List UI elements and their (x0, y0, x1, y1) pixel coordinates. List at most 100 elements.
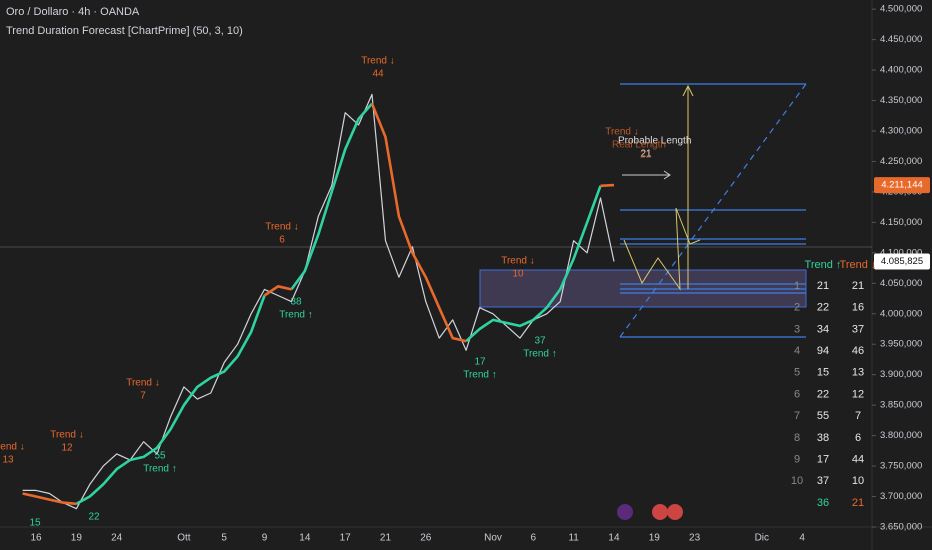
y-tick-label: 4.150,000 (880, 217, 922, 228)
trend-count: 6 (279, 235, 285, 246)
y-tick-label: 4.500,000 (880, 4, 922, 15)
real-trend: Trend ↓ (605, 127, 639, 138)
x-tick-label: 11 (568, 533, 579, 544)
table-cell: 6 (855, 432, 861, 444)
x-tick-label: 23 (689, 533, 701, 544)
x-tick-label: Ott (177, 533, 191, 544)
x-tick-label: 17 (340, 533, 352, 544)
price-label: 4.085,825 (881, 256, 923, 267)
trend-annotation: Trend ↑ (523, 349, 557, 360)
y-tick-label: 4.000,000 (880, 308, 922, 319)
trend-line (22, 103, 615, 506)
x-tick-label: Dic (755, 533, 769, 544)
real-count: 21 (640, 150, 652, 161)
y-tick-label: 3.700,000 (880, 491, 922, 502)
trend-count: 17 (474, 357, 486, 368)
price-box (874, 177, 930, 194)
table-cell: 44 (852, 454, 864, 466)
table-cell: 94 (817, 345, 829, 357)
table-cell: 3 (794, 323, 800, 335)
trend-annotation: Trend ↑ (143, 464, 177, 475)
table-cell: 37 (852, 323, 864, 335)
trend-annotation: Trend ↓ (361, 56, 395, 67)
trend-line (75, 102, 602, 505)
y-tick-label: 4.050,000 (880, 278, 922, 289)
forecast-levels (619, 83, 807, 338)
trend-annotation: Trend ↓ (265, 222, 299, 233)
trend-count: 44 (372, 69, 384, 80)
table-cell: 6 (794, 388, 800, 400)
trend-annotation: Trend ↑ (463, 370, 497, 381)
y-tick-label: 4.450,000 (880, 34, 922, 45)
x-tick-label: 9 (262, 533, 268, 544)
x-tick-label: 16 (30, 533, 42, 544)
trend-count: 55 (154, 451, 166, 462)
table-cell: 4 (794, 345, 800, 357)
table-cell: 10 (791, 475, 803, 487)
plot-area (0, 83, 872, 510)
y-tick-label: 3.800,000 (880, 430, 922, 441)
y-tick-label: 4.350,000 (880, 95, 922, 106)
y-tick-label: 3.900,000 (880, 369, 922, 380)
table-header: Trend ↓ (840, 259, 877, 271)
trend-count: 38 (290, 297, 302, 308)
x-tick-label: Nov (484, 533, 502, 544)
forecast-path (623, 84, 701, 291)
price-box (874, 253, 930, 270)
table-cell: 2 (794, 302, 800, 314)
x-tick-label: 14 (608, 533, 620, 544)
table-cell: 15 (817, 367, 829, 379)
y-tick-label: 3.650,000 (880, 522, 922, 533)
table-cell: 21 (817, 280, 829, 292)
length-arrow (622, 170, 671, 180)
trend-count: 10 (512, 269, 524, 280)
table-cell: 7 (794, 410, 800, 422)
table-cell: 46 (852, 345, 864, 357)
table-cell: 8 (794, 432, 800, 444)
trend-count: 15 (29, 518, 41, 529)
x-tick-label: 21 (380, 533, 392, 544)
indicator-title: Trend Duration Forecast [ChartPrime] (50… (6, 25, 243, 37)
x-tick-label: 6 (531, 533, 537, 544)
x-tick-label: 4 (799, 533, 805, 544)
y-tick-label: 3.850,000 (880, 400, 922, 411)
trend-count: 13 (2, 455, 14, 466)
table-cell: 38 (817, 432, 829, 444)
real-label: Real Length (612, 140, 666, 151)
table-cell: 17 (817, 454, 829, 466)
price-line (22, 93, 615, 510)
table-cell: 55 (817, 410, 829, 422)
x-tick-label: 5 (221, 533, 227, 544)
x-tick-label: 19 (649, 533, 661, 544)
y-tick-label: 3.950,000 (880, 339, 922, 350)
table-cell: 16 (852, 302, 864, 314)
y-tick-label: 4.400,000 (880, 65, 922, 76)
table-cell: 37 (817, 475, 829, 487)
y-tick-label: 4.250,000 (880, 156, 922, 167)
y-tick-label: 4.300,000 (880, 126, 922, 137)
table-cell: 13 (852, 367, 864, 379)
table-cell: 7 (855, 410, 861, 422)
y-tick-label: 4.100,000 (880, 247, 922, 258)
table-summary: 21 (852, 497, 864, 509)
trend-annotation: Trend ↑ (279, 310, 313, 321)
table-summary: 36 (817, 497, 829, 509)
table-cell: 22 (817, 388, 829, 400)
event-icons (617, 504, 683, 520)
forecast-label: Probable Length (618, 136, 691, 147)
x-tick-label: 14 (299, 533, 311, 544)
table-header: Trend ↑ (805, 259, 842, 271)
trend-count: 7 (140, 391, 146, 402)
table-cell: 9 (794, 454, 800, 466)
table-cell: 10 (852, 475, 864, 487)
table-cell: 34 (817, 323, 829, 335)
table-cell: 21 (852, 280, 864, 292)
x-tick-label: 19 (71, 533, 83, 544)
table-cell: 1 (794, 280, 800, 292)
x-tick-label: 24 (111, 533, 123, 544)
trend-annotation: Trend ↓ (50, 430, 84, 441)
symbol-title: Oro / Dollaro · 4h · OANDA (6, 6, 140, 18)
trend-annotation: Trend ↓ (126, 378, 160, 389)
